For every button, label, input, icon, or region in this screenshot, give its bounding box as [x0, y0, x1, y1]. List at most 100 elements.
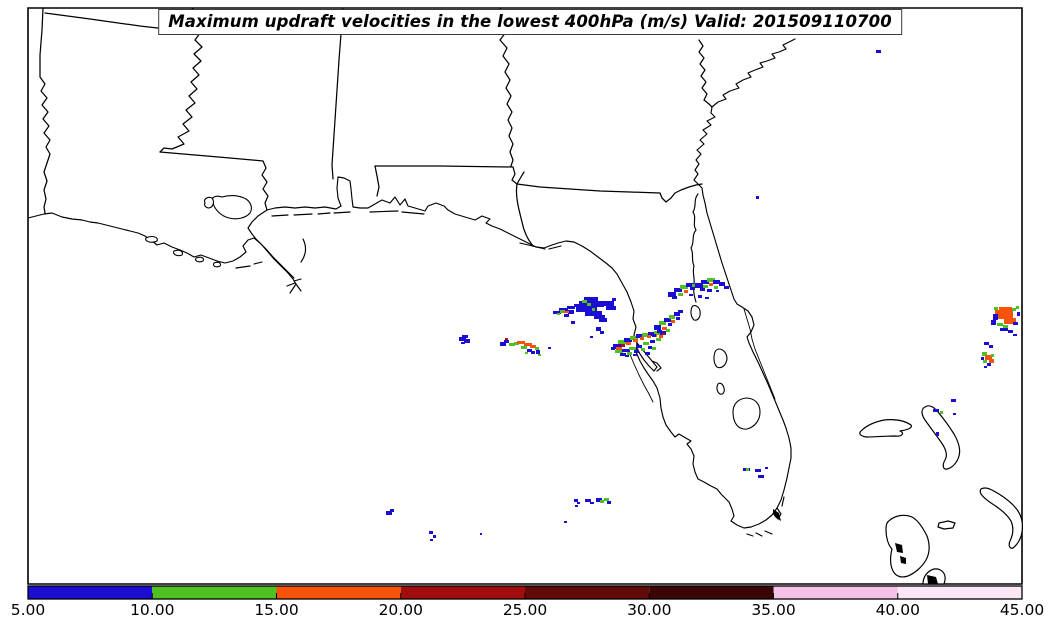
lakes	[146, 196, 760, 430]
updraft-cell	[606, 306, 616, 310]
updraft-cell	[633, 339, 638, 342]
updraft-cell	[654, 325, 661, 330]
updraft-cell	[656, 338, 661, 341]
lake-george	[691, 306, 700, 321]
updraft-cell	[622, 349, 630, 352]
updraft-cell	[386, 511, 392, 515]
colorbar-outline	[27, 585, 1023, 600]
updraft-cell	[504, 340, 509, 343]
updraft-cell	[755, 469, 761, 472]
updraft-cell	[666, 329, 670, 332]
updraft-cell	[625, 355, 629, 357]
updraft-cell	[645, 352, 650, 355]
updraft-cell	[641, 348, 645, 351]
colorbar-tick-label: 35.00	[751, 601, 796, 619]
coastlines	[28, 39, 795, 536]
updraft-cell	[517, 341, 525, 344]
updraft-cell	[662, 327, 667, 330]
updraft-cell	[599, 318, 607, 322]
updraft-cell	[568, 310, 574, 314]
updraft-cell	[985, 355, 992, 360]
updraft-cell	[695, 283, 703, 288]
updraft-cell	[1003, 325, 1008, 328]
updraft-cell	[997, 323, 1003, 326]
updraft-cell	[668, 323, 672, 326]
updraft-cell	[509, 343, 515, 346]
updraft-cell	[680, 285, 688, 289]
updraft-cell	[636, 345, 642, 348]
updraft-cell	[662, 333, 665, 335]
updraft-cell	[991, 320, 996, 325]
updraft-cell	[538, 354, 541, 356]
updraft-cell	[707, 289, 712, 292]
updraft-cell	[612, 298, 616, 301]
updraft-cell	[690, 287, 695, 290]
updraft-cell	[989, 359, 994, 363]
updraft-cell	[531, 351, 535, 354]
updraft-cell	[714, 286, 718, 289]
updraft-cell	[574, 304, 579, 307]
updraft-cell	[678, 293, 683, 296]
updraft-cell	[524, 343, 532, 346]
updraft-cell	[548, 347, 551, 349]
colorbar-segment	[649, 586, 774, 599]
updraft-cell	[676, 317, 680, 320]
updraft-cell	[981, 357, 984, 360]
updraft-cell	[626, 342, 631, 345]
updraft-cell	[652, 334, 656, 337]
bahamas-islands	[773, 406, 1022, 584]
updraft-cell	[657, 330, 662, 333]
updraft-cell	[686, 283, 694, 287]
updraft-cell	[659, 321, 666, 325]
updraft-cell	[500, 342, 506, 346]
updraft-cell	[602, 301, 614, 306]
updraft-cell	[647, 335, 651, 338]
map-frame	[28, 8, 1022, 584]
updraft-cell	[640, 337, 644, 340]
updraft-cell	[671, 320, 675, 323]
updraft-cell	[536, 350, 540, 354]
updraft-cell	[564, 521, 567, 523]
updraft-cell	[746, 468, 749, 471]
colorbar-segment	[400, 586, 525, 599]
updraft-cell	[650, 340, 655, 343]
updraft-cell	[430, 539, 433, 541]
updraft-cell	[674, 312, 680, 316]
updraft-cell	[692, 284, 696, 287]
updraft-cell	[707, 278, 715, 282]
updraft-cell	[1013, 322, 1018, 325]
colorbar-segment	[28, 586, 153, 599]
updraft-cell	[719, 282, 725, 286]
colorbar-segment	[773, 586, 898, 599]
updraft-cell	[669, 315, 675, 319]
lake-kissimmee	[714, 349, 727, 368]
updraft-cell	[390, 509, 394, 512]
updraft-cell	[1012, 308, 1016, 311]
updraft-cell	[951, 399, 956, 402]
updraft-cell	[567, 306, 575, 309]
updraft-cell	[462, 335, 468, 338]
atlantic-gulf-coast	[248, 39, 795, 528]
border-la-ms-pearl	[160, 152, 268, 210]
updraft-cell	[636, 334, 644, 338]
apalachicola-river	[516, 184, 533, 246]
updraft-cell	[629, 347, 636, 350]
updraft-cell	[1013, 334, 1017, 336]
border-al-fl	[375, 166, 513, 167]
updraft-cell	[648, 346, 652, 349]
updraft-cell	[1016, 306, 1019, 309]
savannah-river	[699, 40, 712, 107]
updraft-cell	[560, 310, 565, 313]
updraft-cell	[521, 346, 527, 349]
updraft-cell	[590, 336, 593, 338]
updraft-cell	[596, 327, 601, 331]
updraft-cell	[627, 352, 632, 355]
updraft-cell	[933, 409, 939, 412]
updraft-cell	[557, 313, 560, 315]
updraft-cell	[674, 288, 682, 292]
updraft-cell	[535, 347, 539, 350]
updraft-cell	[700, 288, 705, 291]
grand-isle	[236, 262, 262, 268]
ms-sound-barrier-islands	[272, 212, 350, 216]
